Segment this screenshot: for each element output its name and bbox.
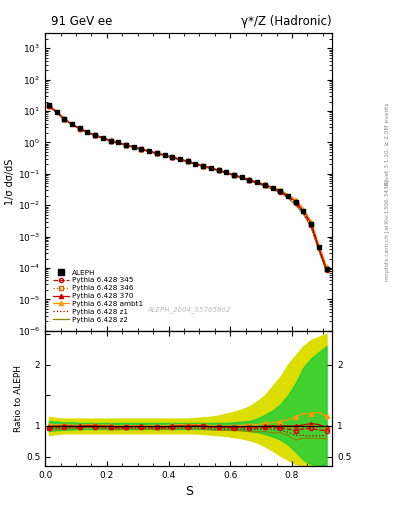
Y-axis label: Ratio to ALEPH: Ratio to ALEPH bbox=[14, 365, 23, 432]
Text: 91 GeV ee: 91 GeV ee bbox=[51, 15, 112, 28]
Y-axis label: 1/σ dσ/dS: 1/σ dσ/dS bbox=[5, 159, 15, 205]
Text: γ*/Z (Hadronic): γ*/Z (Hadronic) bbox=[241, 15, 332, 28]
X-axis label: S: S bbox=[185, 485, 193, 498]
Legend: ALEPH, Pythia 6.428 345, Pythia 6.428 346, Pythia 6.428 370, Pythia 6.428 ambt1,: ALEPH, Pythia 6.428 345, Pythia 6.428 34… bbox=[51, 268, 145, 324]
Text: ALEPH_2004_S5765862: ALEPH_2004_S5765862 bbox=[147, 306, 230, 313]
Text: mcplots.cern.ch [arXiv:1306.3436]: mcplots.cern.ch [arXiv:1306.3436] bbox=[385, 180, 389, 281]
Text: Rivet 3.1.10, ≥ 2.5M events: Rivet 3.1.10, ≥ 2.5M events bbox=[385, 102, 389, 185]
